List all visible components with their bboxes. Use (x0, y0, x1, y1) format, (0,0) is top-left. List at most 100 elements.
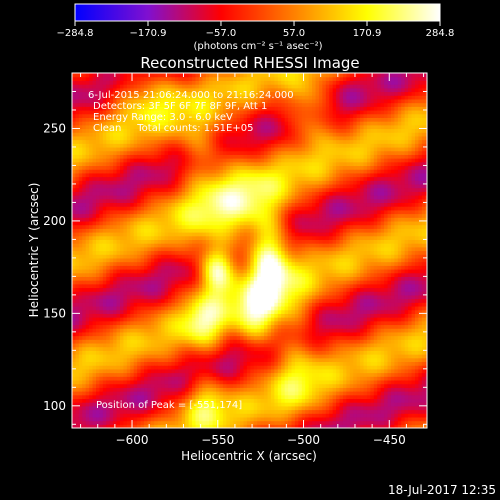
heatmap-cell (243, 368, 248, 374)
heatmap-cell (202, 176, 207, 181)
heatmap-cell (161, 95, 166, 100)
heatmap-cell (233, 220, 238, 226)
heatmap-cell (185, 124, 190, 130)
heatmap-cell (185, 113, 190, 118)
heatmap-cell (147, 139, 152, 144)
heatmap-cell (144, 272, 149, 277)
heatmap-cell (144, 246, 149, 252)
heatmap-cell (188, 324, 193, 329)
heatmap-cell (161, 376, 166, 381)
heatmap-cell (102, 169, 107, 174)
heatmap-cell (85, 398, 90, 403)
heatmap-cell (102, 117, 107, 122)
heatmap-cell (147, 183, 152, 189)
heatmap-cell (126, 379, 131, 385)
heatmap-cell (188, 243, 193, 248)
heatmap-cell (222, 165, 227, 170)
heatmap-cell (236, 80, 241, 85)
heatmap-cell (106, 161, 111, 167)
heatmap-cell (240, 84, 245, 89)
heatmap-cell (178, 228, 183, 233)
heatmap-cell (126, 394, 131, 400)
heatmap-cell (192, 268, 197, 274)
heatmap-cell (195, 235, 200, 241)
heatmap-cell (171, 143, 176, 148)
heatmap-cell (137, 121, 142, 126)
heatmap-cell (192, 80, 197, 85)
heatmap-cell (154, 102, 159, 107)
heatmap-cell (202, 350, 207, 355)
heatmap-cell (188, 268, 193, 274)
heatmap-cell (209, 372, 214, 377)
heatmap-cell (137, 391, 142, 396)
heatmap-cell (246, 305, 251, 311)
heatmap-cell (72, 150, 77, 155)
heatmap-cell (123, 154, 128, 159)
heatmap-cell (89, 243, 94, 248)
heatmap-cell (212, 257, 217, 263)
heatmap-cell (126, 383, 131, 388)
heatmap-cell (219, 195, 224, 200)
heatmap-cell (140, 331, 145, 337)
heatmap-cell (195, 324, 200, 329)
heatmap-cell (154, 135, 159, 141)
heatmap-cell (120, 191, 125, 196)
heatmap-cell (174, 121, 179, 126)
heatmap-cell (106, 387, 111, 392)
heatmap-cell (99, 135, 104, 141)
heatmap-cell (123, 420, 128, 425)
heatmap-cell (109, 372, 114, 377)
heatmap-cell (192, 283, 197, 289)
heatmap-cell (236, 73, 241, 78)
heatmap-cell (144, 113, 149, 118)
heatmap-cell (168, 331, 173, 337)
heatmap-cell (198, 224, 203, 229)
heatmap-cell (209, 298, 214, 303)
heatmap-cell (78, 354, 83, 359)
heatmap-cell (89, 350, 94, 355)
heatmap-cell (130, 206, 135, 211)
heatmap-cell (209, 268, 214, 274)
heatmap-cell (150, 135, 155, 141)
heatmap-cell (113, 250, 118, 255)
heatmap-cell (216, 283, 221, 289)
heatmap-cell (188, 305, 193, 311)
heatmap-cell (209, 339, 214, 344)
heatmap-cell (150, 254, 155, 259)
heatmap-cell (140, 405, 145, 411)
heatmap-cell (205, 73, 210, 78)
heatmap-cell (216, 198, 221, 204)
heatmap-cell (147, 169, 152, 174)
heatmap-cell (106, 124, 111, 130)
heatmap-cell (168, 106, 173, 111)
heatmap-cell (205, 405, 210, 411)
heatmap-cell (168, 320, 173, 326)
heatmap-cell (216, 365, 221, 370)
heatmap-cell (198, 165, 203, 170)
heatmap-cell (126, 357, 131, 363)
heatmap-cell (205, 354, 210, 359)
heatmap-cell (216, 272, 221, 277)
heatmap-cell (233, 124, 238, 130)
heatmap-cell (246, 376, 251, 381)
heatmap-cell (240, 394, 245, 400)
heatmap-cell (96, 335, 101, 340)
heatmap-cell (120, 183, 125, 189)
heatmap-cell (236, 135, 241, 141)
heatmap-cell (102, 383, 107, 388)
heatmap-cell (113, 420, 118, 425)
heatmap-cell (226, 328, 231, 333)
heatmap-cell (168, 73, 173, 78)
heatmap-cell (150, 394, 155, 400)
heatmap-cell (78, 409, 83, 414)
heatmap-cell (219, 228, 224, 233)
heatmap-cell (96, 383, 101, 388)
heatmap-cell (126, 283, 131, 289)
heatmap-cell (82, 243, 87, 248)
heatmap-cell (209, 135, 214, 141)
heatmap-cell (168, 361, 173, 366)
heatmap-cell (168, 232, 173, 237)
heatmap-cell (246, 139, 251, 144)
heatmap-cell (126, 224, 131, 229)
heatmap-cell (178, 387, 183, 392)
